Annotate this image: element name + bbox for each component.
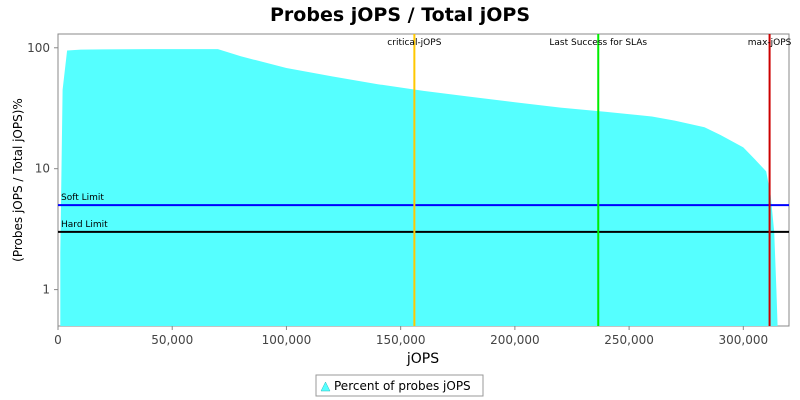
y-tick-label-2: 100	[27, 41, 50, 55]
legend-box	[315, 374, 484, 397]
y-tick-label-0: 1	[42, 283, 50, 297]
legend-swatch-icon	[320, 381, 331, 392]
x-axis-ticks: 0 50,000 100,000 150,000 200,000 250,000 300,0…	[54, 326, 768, 347]
horizontal-reference-lines: Soft Limit Hard Limit	[58, 193, 789, 233]
hline-label-1: Hard Limit	[61, 220, 108, 230]
x-tick-label-5: 250,000	[604, 333, 654, 347]
vline-label-0: critical-jOPS	[387, 38, 441, 48]
legend-entry-label: Percent of probes jOPS	[334, 379, 471, 393]
x-axis-label: jOPS	[406, 351, 439, 367]
x-tick-label-6: 300,000	[719, 333, 769, 347]
x-tick-label-1: 50,000	[151, 333, 193, 347]
vline-label-1: Last Success for SLAs	[549, 38, 647, 48]
vertical-reference-lines: critical-jOPS Last Success for SLAs max-jO…	[387, 34, 792, 326]
hline-label-0: Soft Limit	[61, 193, 104, 203]
y-tick-label-1: 10	[35, 162, 50, 176]
legend: Percent of probes jOPS	[315, 374, 484, 397]
x-tick-label-4: 200,000	[490, 333, 540, 347]
y-axis-label: (Probes jOPS / Total jOPS)%	[11, 98, 25, 262]
x-tick-label-0: 0	[54, 333, 62, 347]
vline-label-2: max-jOPS	[748, 38, 792, 48]
x-tick-label-3: 150,000	[376, 333, 426, 347]
y-axis-ticks: 1 10 100	[27, 41, 58, 297]
chart-title: Probes jOPS / Total jOPS	[270, 4, 530, 26]
x-tick-label-2: 100,000	[262, 333, 312, 347]
